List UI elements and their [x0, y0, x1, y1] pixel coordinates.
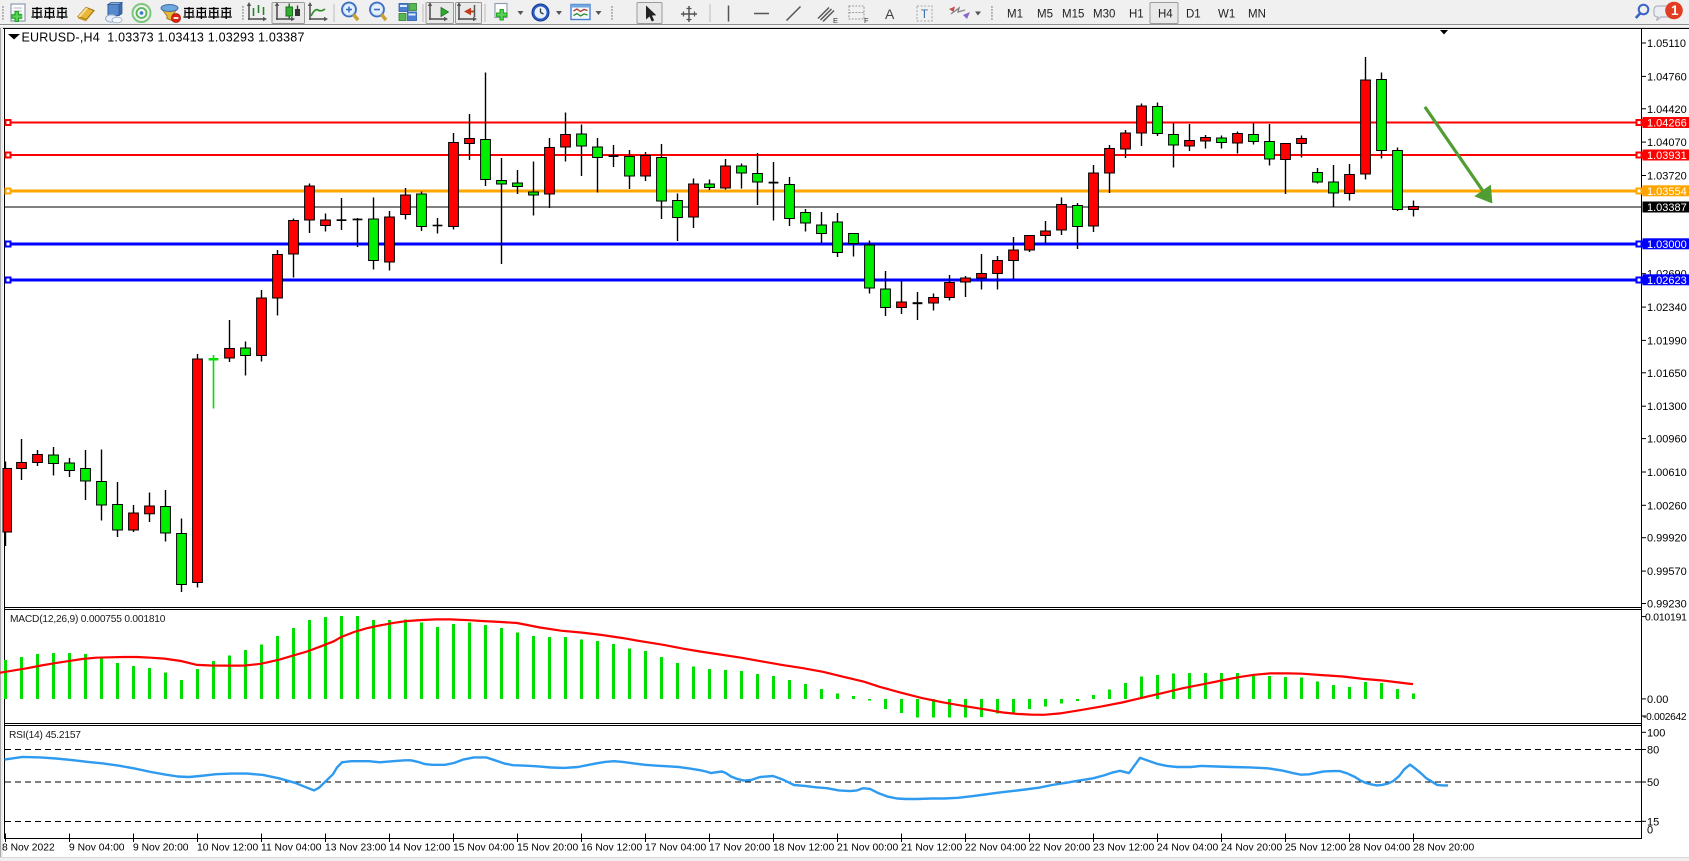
- svg-text:0.010191: 0.010191: [1645, 613, 1687, 624]
- svg-text:W1: W1: [1218, 9, 1235, 21]
- svg-text:18 Nov 12:00: 18 Nov 12:00: [773, 843, 835, 854]
- svg-text:M30: M30: [1093, 9, 1115, 21]
- svg-text:1.01990: 1.01990: [1647, 335, 1687, 347]
- svg-text:25 Nov 12:00: 25 Nov 12:00: [1285, 843, 1347, 854]
- svg-text:H1: H1: [1129, 9, 1144, 21]
- svg-text:9 Nov 04:00: 9 Nov 04:00: [69, 843, 125, 854]
- svg-text:1: 1: [1671, 3, 1679, 18]
- svg-text:0.99570: 0.99570: [1647, 566, 1687, 578]
- svg-text:RSI(14) 45.2157: RSI(14) 45.2157: [9, 730, 81, 741]
- svg-text:1.00960: 1.00960: [1647, 434, 1687, 446]
- svg-text:28 Nov 20:00: 28 Nov 20:00: [1413, 843, 1475, 854]
- svg-text:0.99230: 0.99230: [1647, 599, 1687, 611]
- svg-text:A: A: [885, 6, 895, 22]
- svg-text:100: 100: [1647, 727, 1665, 739]
- svg-text:15 Nov 04:00: 15 Nov 04:00: [453, 843, 515, 854]
- svg-text:1.04760: 1.04760: [1647, 71, 1687, 83]
- svg-text:23 Nov 12:00: 23 Nov 12:00: [1093, 843, 1155, 854]
- svg-text:16 Nov 12:00: 16 Nov 12:00: [581, 843, 643, 854]
- svg-text:15 Nov 20:00: 15 Nov 20:00: [517, 843, 579, 854]
- svg-text:14 Nov 12:00: 14 Nov 12:00: [389, 843, 451, 854]
- svg-text:1.02623: 1.02623: [1647, 275, 1687, 287]
- svg-text:1.02340: 1.02340: [1647, 302, 1687, 314]
- svg-text:EURUSD-,H4 1.03373 1.03413 1.: EURUSD-,H4 1.03373 1.03413 1.03293 1.033…: [22, 31, 305, 45]
- svg-text:M15: M15: [1062, 9, 1084, 21]
- svg-text:22 Nov 04:00: 22 Nov 04:00: [965, 843, 1027, 854]
- svg-text:24 Nov 20:00: 24 Nov 20:00: [1221, 843, 1283, 854]
- svg-text:E: E: [833, 16, 838, 25]
- svg-text:15: 15: [1647, 816, 1659, 828]
- svg-text:1.05110: 1.05110: [1647, 38, 1686, 50]
- svg-text:1.03000: 1.03000: [1647, 239, 1687, 251]
- svg-text:M1: M1: [1007, 9, 1023, 21]
- svg-text:11 Nov 04:00: 11 Nov 04:00: [261, 843, 322, 854]
- svg-text:1.01300: 1.01300: [1647, 401, 1687, 413]
- svg-text:9 Nov 20:00: 9 Nov 20:00: [133, 843, 189, 854]
- svg-text:80: 80: [1647, 745, 1659, 757]
- svg-text:21 Nov 00:00: 21 Nov 00:00: [837, 843, 899, 854]
- svg-text:17 Nov 20:00: 17 Nov 20:00: [709, 843, 771, 854]
- svg-text:8 Nov 2022: 8 Nov 2022: [2, 843, 55, 854]
- svg-text:0: 0: [1647, 825, 1653, 837]
- svg-text:1.04420: 1.04420: [1647, 104, 1687, 116]
- svg-text:H4: H4: [1158, 9, 1173, 21]
- svg-text:1.04070: 1.04070: [1647, 137, 1687, 149]
- svg-text:17 Nov 04:00: 17 Nov 04:00: [645, 843, 707, 854]
- svg-text:D1: D1: [1186, 9, 1201, 21]
- svg-text:0.99920: 0.99920: [1647, 533, 1687, 545]
- svg-text:13 Nov 23:00: 13 Nov 23:00: [325, 843, 387, 854]
- svg-text:M5: M5: [1037, 9, 1053, 21]
- svg-text:T: T: [921, 7, 929, 21]
- svg-text:1.00260: 1.00260: [1647, 500, 1687, 512]
- svg-text:1.03387: 1.03387: [1647, 202, 1687, 214]
- svg-text:10 Nov 12:00: 10 Nov 12:00: [197, 843, 259, 854]
- svg-text:0.00: 0.00: [1647, 694, 1668, 706]
- svg-text:1.00610: 1.00610: [1647, 467, 1687, 479]
- svg-text:50: 50: [1647, 777, 1659, 789]
- svg-text:22 Nov 20:00: 22 Nov 20:00: [1029, 843, 1091, 854]
- svg-text:24 Nov 04:00: 24 Nov 04:00: [1157, 843, 1219, 854]
- svg-text:1.03554: 1.03554: [1647, 186, 1687, 198]
- svg-text:21 Nov 12:00: 21 Nov 12:00: [901, 843, 963, 854]
- svg-text:1.01650: 1.01650: [1647, 368, 1687, 380]
- svg-text:1.03931: 1.03931: [1647, 150, 1687, 162]
- svg-text:-0.002642: -0.002642: [1643, 712, 1687, 723]
- svg-text:28 Nov 04:00: 28 Nov 04:00: [1349, 843, 1411, 854]
- svg-text:MACD(12,26,9) 0.000755 0.00181: MACD(12,26,9) 0.000755 0.001810: [10, 614, 166, 625]
- svg-text:1.03720: 1.03720: [1647, 171, 1687, 183]
- svg-text:1.04266: 1.04266: [1647, 118, 1687, 130]
- svg-text:MN: MN: [1248, 9, 1266, 21]
- svg-text:F: F: [864, 16, 869, 25]
